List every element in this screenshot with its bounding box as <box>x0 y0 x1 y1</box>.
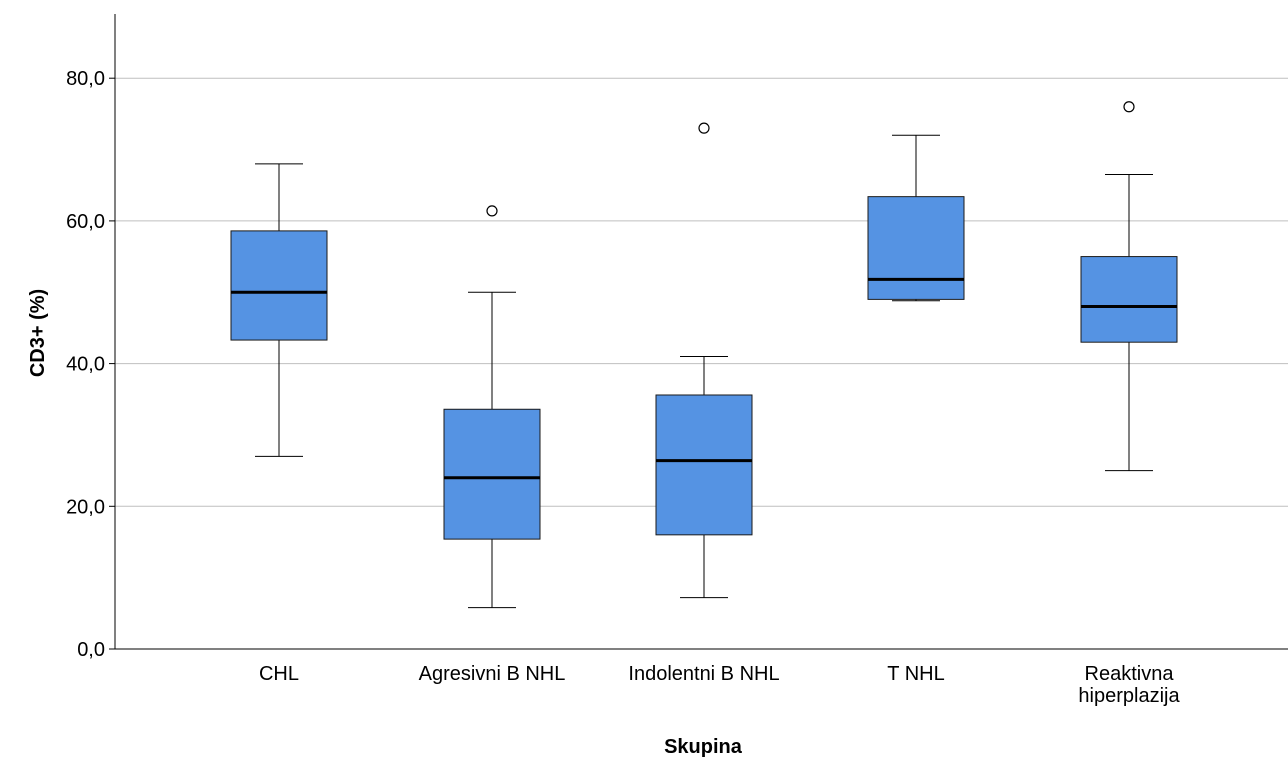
y-tick-label: 0,0 <box>77 639 105 661</box>
box-iqr <box>443 408 541 540</box>
y-ticks: 0,0 20,0 40,0 60,0 80,0 <box>66 68 115 661</box>
x-tick-label: Agresivni B NHL <box>419 663 566 685</box>
axes <box>114 14 1288 650</box>
x-tick-labels: CHL Agresivni B NHL Indolentni B NHL T NHL R… <box>259 663 1180 707</box>
y-tick-label: 20,0 <box>66 496 105 518</box>
box-iqr <box>1080 256 1178 343</box>
x-tick-label: T NHL <box>887 663 944 685</box>
box-iqr <box>867 196 965 300</box>
y-axis-title: CD3+ (%) <box>27 289 49 377</box>
box-group <box>867 134 965 302</box>
box-group <box>655 122 753 599</box>
x-axis-title: Skupina <box>664 736 743 758</box>
box-iqr <box>655 394 753 536</box>
outlier-point <box>486 205 498 217</box>
box-group <box>443 205 541 609</box>
x-tick-label: Indolentni B NHL <box>628 663 779 685</box>
x-tick-label: CHL <box>259 663 299 685</box>
outlier-point <box>1123 101 1135 113</box>
box-series <box>230 101 1178 609</box>
y-tick-label: 40,0 <box>66 354 105 376</box>
x-tick-label: Reaktivna hiperplazija <box>1078 663 1180 707</box>
box-iqr <box>230 230 328 341</box>
box-group <box>230 163 328 457</box>
y-tick-label: 80,0 <box>66 68 105 90</box>
outlier-point <box>698 122 710 134</box>
box-group <box>1080 101 1178 472</box>
y-tick-label: 60,0 <box>66 211 105 233</box>
